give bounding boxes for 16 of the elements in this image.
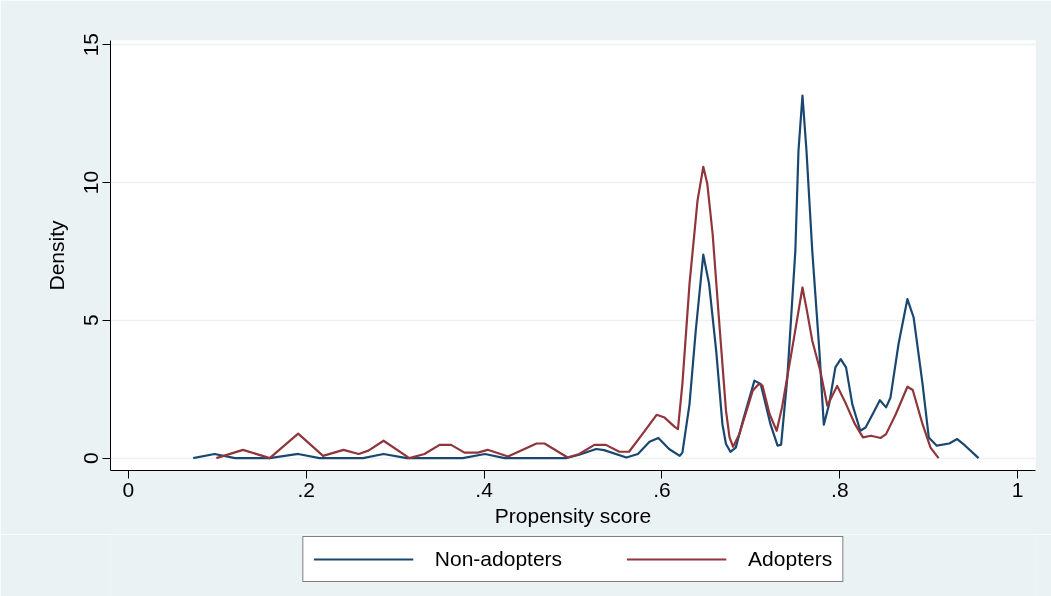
x-tick-label: .2 [297, 477, 315, 501]
y-tick-label: 5 [79, 314, 103, 327]
y-axis-title: Density [44, 219, 68, 291]
x-tick-label: 1 [1011, 477, 1024, 501]
y-tick-label: 0 [79, 452, 103, 464]
x-tick-label: 0 [122, 477, 135, 501]
legend-label: Adopters [748, 547, 833, 571]
line-series [215, 165, 940, 460]
x-tick-label: .4 [475, 477, 494, 501]
line-series [192, 94, 980, 460]
y-tick-label: 15 [79, 32, 103, 57]
x-axis-title: Propensity score [494, 503, 652, 527]
legend-label: Non-adopters [434, 547, 563, 571]
x-tick-label: .8 [831, 477, 849, 501]
y-tick-label: 10 [79, 170, 103, 195]
x-tick-label: .6 [653, 477, 671, 501]
